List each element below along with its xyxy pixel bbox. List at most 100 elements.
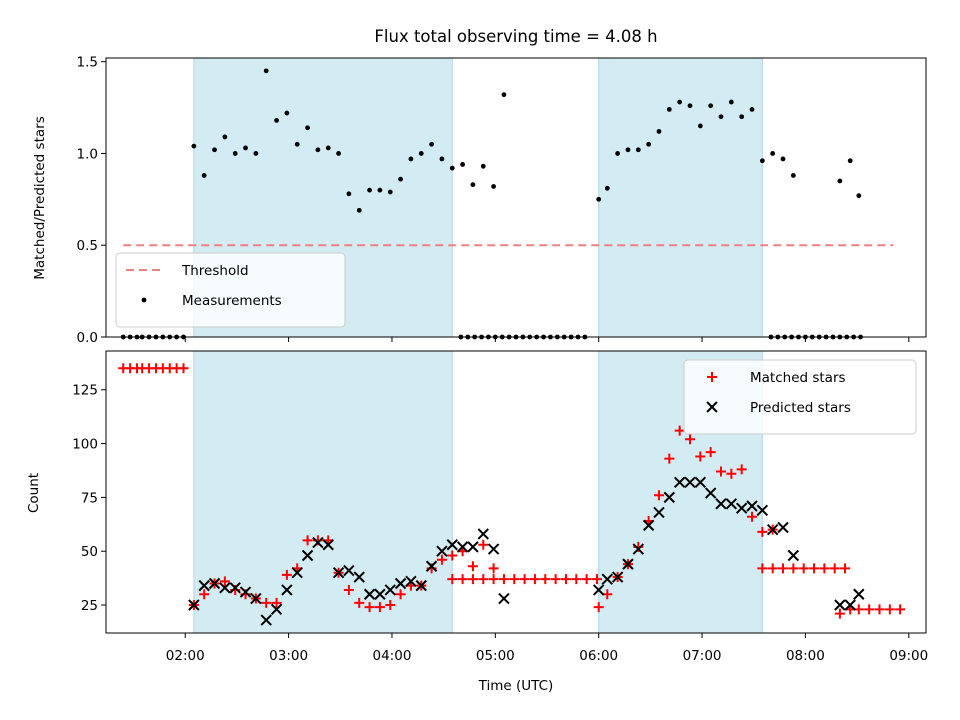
measurement-point: [377, 187, 383, 193]
predicted-star-point: [239, 586, 252, 598]
matched-star-point: [809, 563, 820, 574]
matched-star-point: [874, 604, 885, 615]
predicted-star-point: [642, 519, 655, 532]
predicted-star-point: [746, 500, 758, 512]
predicted-star-point: [467, 541, 479, 553]
predicted-star-point: [653, 506, 665, 519]
predicted-star-point: [456, 541, 469, 553]
matched-star-point: [834, 608, 845, 619]
matched-star-point: [374, 602, 385, 613]
y-tick-label: 125: [72, 383, 98, 399]
predicted-star-point: [363, 588, 376, 600]
predicted-star-point: [787, 549, 800, 562]
matched-star-point: [840, 563, 851, 574]
measurement-point: [336, 151, 341, 156]
measurement-point: [243, 145, 248, 151]
predicted-star-point: [301, 549, 314, 562]
measurement-point: [232, 151, 238, 156]
matched-star-point: [560, 574, 571, 585]
matched-star-point: [747, 511, 758, 522]
matched-star-point: [798, 563, 809, 574]
measurement-point: [356, 207, 362, 213]
measurement-point: [408, 156, 414, 162]
measurement-point: [429, 141, 434, 147]
matched-star-point: [478, 574, 489, 585]
ratio-panel: 0.0 0.5 1.0 1.5 Threshold Measurements: [77, 55, 927, 346]
measurement-point: [749, 106, 755, 112]
predicted-star-point: [725, 498, 738, 510]
matched-star-point: [716, 466, 726, 477]
predicted-star-point: [425, 560, 438, 572]
measurement-point: [191, 143, 197, 149]
predicted-star-point: [632, 543, 645, 555]
axes-frame: [105, 57, 927, 338]
matched-star-point: [757, 526, 768, 537]
x-tick-label: 05:00: [476, 648, 515, 664]
measurement-point: [398, 176, 403, 182]
measurement-point: [615, 151, 621, 156]
measurement-point: [460, 162, 465, 167]
measurement-point: [687, 103, 693, 109]
legend-box: [115, 252, 346, 328]
predicted-star-point: [394, 577, 407, 590]
predicted-star-point: [673, 476, 686, 489]
matched-star-point: [364, 602, 375, 613]
y-tick-label: 1.0: [77, 146, 98, 162]
measurement-point: [212, 147, 217, 153]
matched-star-point: [767, 563, 778, 574]
legend-matched-swatch: [707, 372, 717, 382]
matched-star-point: [447, 550, 458, 561]
matched-star-point: [593, 602, 604, 613]
matched-star-point: [571, 574, 582, 585]
measurement-point: [305, 125, 310, 131]
matched-star-point: [519, 574, 530, 585]
matched-star-point: [726, 468, 737, 479]
legend-label: Threshold: [181, 263, 249, 279]
measurement-point: [222, 134, 228, 140]
matched-star-point: [788, 563, 799, 574]
measurement-point: [501, 92, 507, 98]
measurement-point: [697, 123, 703, 129]
measurement-point: [346, 191, 352, 197]
matched-star-point: [302, 535, 313, 546]
predicted-star-point: [312, 536, 324, 549]
predicted-star-point: [343, 564, 355, 577]
matched-star-point: [261, 597, 272, 608]
matched-star-point: [540, 574, 551, 585]
predicted-star-point: [487, 543, 500, 555]
predicted-star-point: [446, 539, 458, 551]
matched-star-point: [695, 451, 706, 462]
measurement-point: [837, 178, 843, 184]
measurement-point: [847, 158, 853, 164]
matched-star-point: [884, 604, 895, 615]
measurement-point: [284, 110, 290, 116]
x-tick-label: 07:00: [683, 648, 722, 664]
matched-star-point: [488, 563, 499, 574]
predicted-star-point: [611, 571, 624, 583]
matched-star-point: [199, 589, 210, 600]
matched-star-point: [705, 447, 716, 458]
matched-star-point: [829, 563, 840, 574]
predicted-star-point: [332, 567, 345, 579]
predicted-star-point: [477, 528, 489, 540]
count-y-axis-label: Count: [26, 473, 42, 513]
x-axis-label: Time (UTC): [478, 678, 554, 694]
measurement-point: [596, 196, 602, 202]
matched-star-point: [550, 574, 561, 585]
ratio-y-axis-label: Matched/Predicted stars: [32, 116, 48, 279]
matched-star-point: [343, 584, 354, 595]
measurement-point: [739, 114, 745, 120]
measurement-point: [367, 187, 372, 193]
predicted-star-point: [260, 614, 272, 626]
predicted-star-point: [405, 575, 417, 588]
matched-star-point: [385, 600, 396, 611]
measurement-point: [480, 163, 486, 169]
predicted-star-point: [498, 592, 510, 605]
predicted-star-point: [219, 582, 231, 594]
legend-label: Matched stars: [750, 370, 846, 386]
y-tick-label: 50: [81, 544, 98, 560]
predicted-star-point: [188, 599, 200, 611]
predicted-star-point: [291, 567, 303, 579]
matched-star-point: [529, 574, 540, 585]
predicted-star-point: [844, 599, 856, 611]
